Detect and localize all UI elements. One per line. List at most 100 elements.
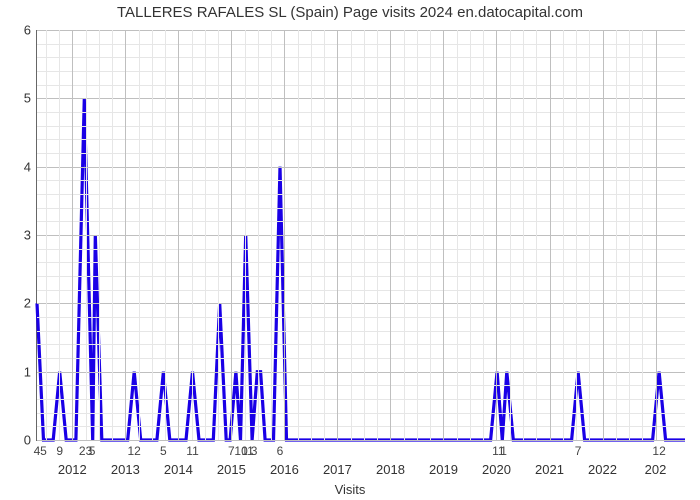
gridline-minor-h (37, 71, 685, 72)
x-year-label: 2021 (535, 462, 564, 477)
gridline-minor-v (192, 30, 193, 440)
x-year-label: 2018 (376, 462, 405, 477)
gridline-minor-h (37, 344, 685, 345)
gridline-major-v (72, 30, 73, 440)
gridline-major-v (125, 30, 126, 440)
gridline-major-v (496, 30, 497, 440)
gridline-major-v (231, 30, 232, 440)
gridline-minor-v (510, 30, 511, 440)
x-year-label: 2013 (111, 462, 140, 477)
gridline-major-h (37, 440, 685, 441)
gridline-minor-v (258, 30, 259, 440)
gridline-minor-v (99, 30, 100, 440)
x-year-label: 2022 (588, 462, 617, 477)
gridline-minor-h (37, 57, 685, 58)
gridline-minor-h (37, 276, 685, 277)
gridline-minor-h (37, 85, 685, 86)
x-value-label: 7 (575, 444, 582, 458)
gridline-minor-h (37, 180, 685, 181)
gridline-major-h (37, 98, 685, 99)
gridline-minor-h (37, 249, 685, 250)
x-value-label: 11 (186, 444, 198, 458)
x-year-label: 2017 (323, 462, 352, 477)
gridline-major-v (656, 30, 657, 440)
chart-container: TALLERES RAFALES SL (Spain) Page visits … (0, 0, 700, 500)
gridline-minor-v (417, 30, 418, 440)
gridline-minor-v (152, 30, 153, 440)
plot-area: 0123456201220132014201520162017201820192… (36, 30, 685, 441)
y-tick-label: 0 (24, 433, 31, 448)
gridline-minor-v (218, 30, 219, 440)
x-value-label: 12 (128, 444, 141, 458)
gridline-minor-v (404, 30, 405, 440)
gridline-minor-h (37, 221, 685, 222)
gridline-major-h (37, 303, 685, 304)
gridline-minor-v (86, 30, 87, 440)
gridline-minor-h (37, 44, 685, 45)
gridline-minor-v (589, 30, 590, 440)
gridline-minor-v (245, 30, 246, 440)
y-tick-label: 3 (24, 228, 31, 243)
gridline-major-v (390, 30, 391, 440)
y-tick-label: 2 (24, 296, 31, 311)
x-value-label: 5 (160, 444, 167, 458)
y-tick-label: 4 (24, 159, 31, 174)
gridline-major-h (37, 235, 685, 236)
gridline-minor-v (271, 30, 272, 440)
gridline-minor-v (483, 30, 484, 440)
gridline-minor-v (298, 30, 299, 440)
x-year-label: 2020 (482, 462, 511, 477)
gridline-minor-v (311, 30, 312, 440)
x-year-label: 2014 (164, 462, 193, 477)
gridline-minor-v (112, 30, 113, 440)
x-year-label: 2019 (429, 462, 458, 477)
x-axis-title: Visits (0, 482, 700, 497)
gridline-major-v (443, 30, 444, 440)
gridline-minor-v (364, 30, 365, 440)
gridline-minor-v (205, 30, 206, 440)
gridline-minor-h (37, 112, 685, 113)
gridline-minor-h (37, 153, 685, 154)
gridline-minor-v (324, 30, 325, 440)
gridline-minor-h (37, 413, 685, 414)
gridline-minor-v (430, 30, 431, 440)
gridline-major-v (603, 30, 604, 440)
gridline-major-v (550, 30, 551, 440)
gridline-minor-h (37, 126, 685, 127)
gridline-major-v (337, 30, 338, 440)
gridline-minor-v (351, 30, 352, 440)
x-value-label: 5 (89, 444, 96, 458)
gridline-minor-v (536, 30, 537, 440)
gridline-minor-v (616, 30, 617, 440)
gridline-minor-v (165, 30, 166, 440)
y-tick-label: 1 (24, 364, 31, 379)
x-value-label: 6 (277, 444, 284, 458)
gridline-minor-h (37, 426, 685, 427)
gridline-minor-v (642, 30, 643, 440)
gridline-minor-v (59, 30, 60, 440)
y-tick-label: 5 (24, 91, 31, 106)
x-value-label: 5 (40, 444, 47, 458)
chart-title: TALLERES RAFALES SL (Spain) Page visits … (0, 4, 700, 21)
gridline-minor-h (37, 139, 685, 140)
x-year-label: 2015 (217, 462, 246, 477)
gridline-minor-v (470, 30, 471, 440)
gridline-minor-h (37, 290, 685, 291)
gridline-minor-v (457, 30, 458, 440)
x-value-label: 12 (652, 444, 665, 458)
gridline-major-v (284, 30, 285, 440)
x-year-label: 2012 (58, 462, 87, 477)
gridline-minor-h (37, 317, 685, 318)
gridline-minor-v (563, 30, 564, 440)
gridline-minor-h (37, 262, 685, 263)
gridline-minor-h (37, 399, 685, 400)
gridline-minor-h (37, 194, 685, 195)
gridline-major-h (37, 167, 685, 168)
x-year-label: 202 (645, 462, 667, 477)
x-year-label: 2016 (270, 462, 299, 477)
y-tick-label: 6 (24, 23, 31, 38)
gridline-minor-v (377, 30, 378, 440)
gridline-minor-v (576, 30, 577, 440)
x-value-label: 9 (56, 444, 63, 458)
gridline-major-h (37, 30, 685, 31)
